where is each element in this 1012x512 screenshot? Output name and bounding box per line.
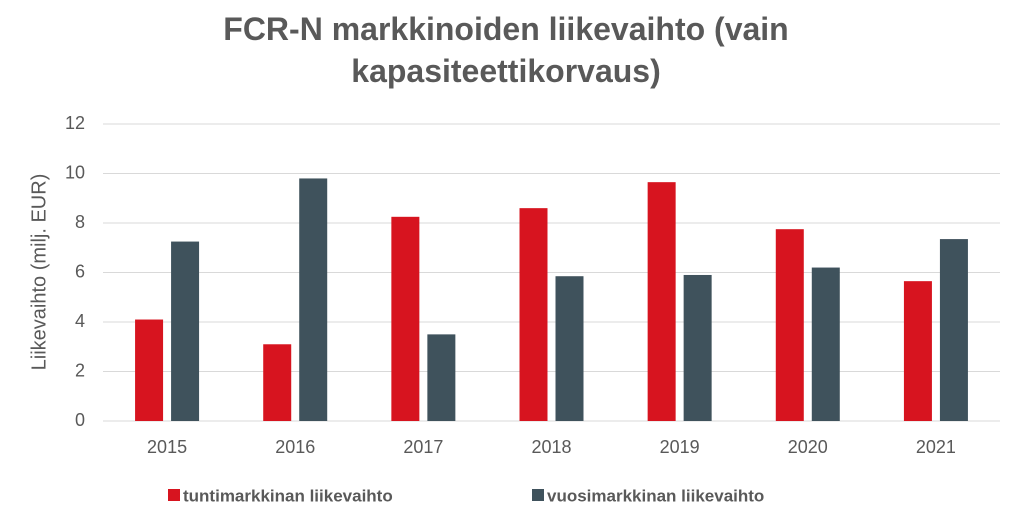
bar: [811, 267, 840, 421]
x-tick-label: 2021: [916, 437, 956, 457]
legend-label: tuntimarkkinan liikevaihto: [183, 486, 393, 505]
bar: [683, 274, 712, 421]
bar: [647, 182, 676, 421]
y-tick-label: 12: [65, 113, 85, 133]
x-tick-label: 2018: [531, 437, 571, 457]
x-tick-label: 2016: [275, 437, 315, 457]
y-tick-label: 0: [75, 410, 85, 430]
bar: [263, 344, 292, 421]
chart-title: FCR-N markkinoiden liikevaihto (vain kap…: [223, 11, 789, 89]
bar: [427, 334, 456, 421]
bar: [135, 319, 164, 421]
legend-label: vuosimarkkinan liikevaihto: [547, 486, 764, 505]
x-tick-label: 2015: [147, 437, 187, 457]
bar: [171, 241, 200, 421]
bar: [391, 216, 420, 421]
bar: [555, 276, 584, 421]
bar: [299, 178, 328, 421]
y-tick-label: 8: [75, 212, 85, 232]
y-axis-label: Liikevaihto (milj. EUR): [28, 174, 50, 371]
y-tick-label: 2: [75, 360, 85, 380]
bar: [903, 281, 932, 421]
y-tick-label: 10: [65, 162, 85, 182]
legend-swatch: [168, 489, 180, 501]
x-tick-label: 2020: [788, 437, 828, 457]
y-tick-label: 4: [75, 311, 85, 331]
y-tick-label: 6: [75, 261, 85, 281]
bar: [775, 229, 804, 421]
x-tick-label: 2017: [403, 437, 443, 457]
legend-swatch: [532, 489, 544, 501]
bar: [519, 208, 548, 421]
x-tick-label: 2019: [660, 437, 700, 457]
bar: [939, 239, 968, 421]
